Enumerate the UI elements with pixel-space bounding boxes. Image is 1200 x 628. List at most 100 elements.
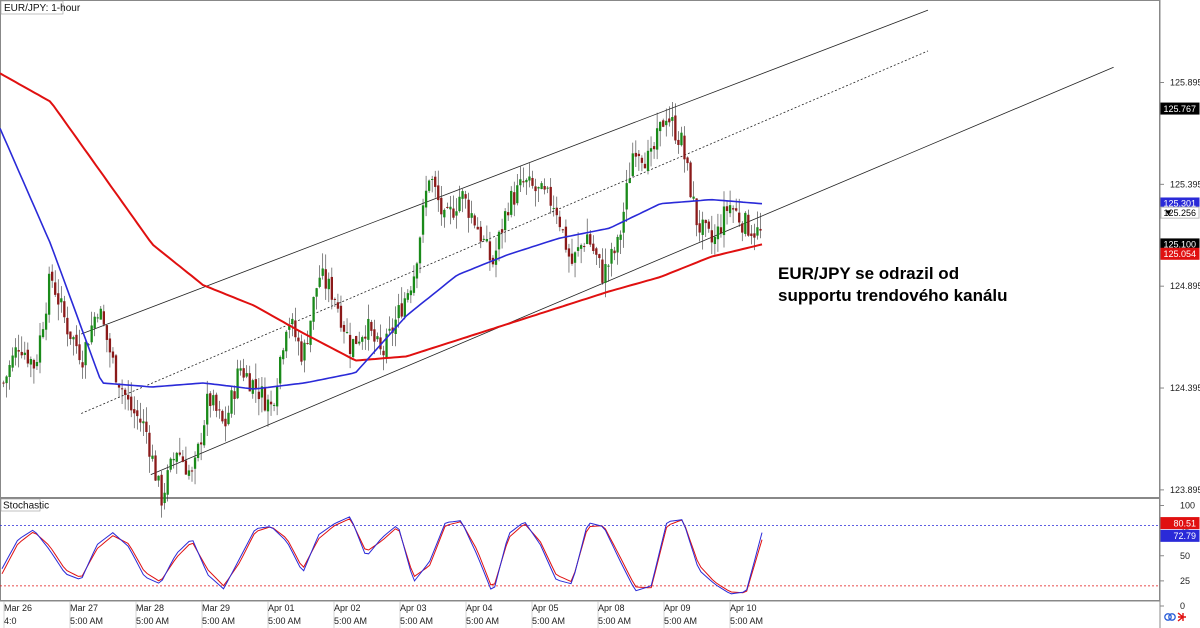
candle-body [263,387,267,411]
candle-body [519,179,522,186]
candle-body [254,379,257,389]
candle-body [184,460,188,475]
candle-body [704,219,707,224]
candle-body [336,302,340,309]
candle-body [233,391,236,399]
candle-body [364,336,367,339]
sma-fast-line [0,127,763,390]
candle-body [649,148,653,152]
moving-averages [0,72,763,390]
candle-body [130,396,133,411]
candle-body [187,470,191,476]
candle-body [44,313,48,330]
candle-body [248,373,251,392]
arrow-right-icon[interactable] [1177,612,1186,622]
price-tick-label: 124.395 [1170,383,1200,393]
stoch-k-line [1,516,763,595]
candle-body [543,186,546,190]
candle-body [29,359,33,365]
candle-body [321,268,324,276]
candle-body [376,336,379,340]
candle-body [540,183,543,190]
candle-body [279,356,282,384]
candle-body [634,152,637,157]
candle-body [96,317,99,319]
candle-body [434,176,437,187]
stoch-tick-label: 50 [1180,551,1190,561]
candle-body [470,213,473,218]
price-box-text: 125.301 [1163,199,1196,209]
candle-body [713,236,717,245]
sma-slow-line [0,72,763,362]
candle-body [552,207,555,209]
time-hour-label: 5:00 AM [202,616,235,626]
price-axis-ticks: 125.895 125.395 124.895 124.395 123.895 [1160,77,1200,495]
candle-body [500,229,504,233]
candle-body [181,456,185,462]
candle-body [607,265,610,267]
candle-body [203,425,206,446]
candle-body [576,247,580,251]
candle-body [695,198,698,226]
candle-body [285,331,288,352]
candle-body [659,121,662,132]
candle-body [701,219,704,235]
candle-body [342,324,346,332]
price-tick-label: 124.895 [1170,281,1200,291]
candle-body [148,432,151,457]
candle-body [403,298,406,317]
candle-body [586,234,589,245]
price-box-bg [1160,247,1200,260]
candle-body [698,223,701,233]
link-icon[interactable] [1164,613,1176,621]
candle-body [421,205,425,235]
candle-body [397,305,400,319]
candle-body [330,276,333,300]
candle-body [172,458,175,461]
candle-body [315,288,318,297]
candle-body [467,199,470,218]
candle-body [47,273,51,315]
time-hour-label: 5:00 AM [70,616,103,626]
candle-body [412,276,416,293]
candle-body [367,318,370,340]
candle-body [516,185,519,204]
candle-body [449,206,452,210]
candle-body [631,153,634,176]
candle-body [388,328,391,331]
candle-body [665,120,668,126]
candle-body [592,243,595,252]
time-hour-label: 5:00 AM [466,616,499,626]
candle-body [120,388,124,390]
candle-body [750,233,753,237]
annotation-line-2: supportu trendového kanálu [778,286,1008,305]
candle-body [652,146,656,150]
stoch-box-bg [1160,529,1200,542]
candle-body [227,412,230,425]
stoch-axis-ticks: 1007550250 [1160,501,1195,611]
candle-body [282,350,285,360]
candle-body [385,333,388,359]
candle-body [224,418,227,427]
stoch-box: 72.79 [1160,529,1200,542]
stoch-box: 80.51 [1160,517,1200,530]
candle-body [133,409,136,414]
candle-body [54,282,57,295]
candle-body [741,223,744,233]
time-date-label: Apr 01 [268,603,295,613]
candle-body [209,393,212,406]
stochastic-series [0,516,1160,595]
candle-body [692,196,695,199]
candle-body [731,208,735,210]
candle-body [753,233,756,238]
candle-body [722,206,726,236]
candle-body [212,395,215,406]
time-hour-label: 5:00 AM [136,616,169,626]
candle-body [318,277,321,287]
candle-body [440,197,443,215]
candle-body [288,325,291,330]
price-box: ▼125.256 [1160,206,1200,219]
candle-body [680,132,683,146]
annotation-line-1: EUR/JPY se odrazil od [778,264,959,283]
